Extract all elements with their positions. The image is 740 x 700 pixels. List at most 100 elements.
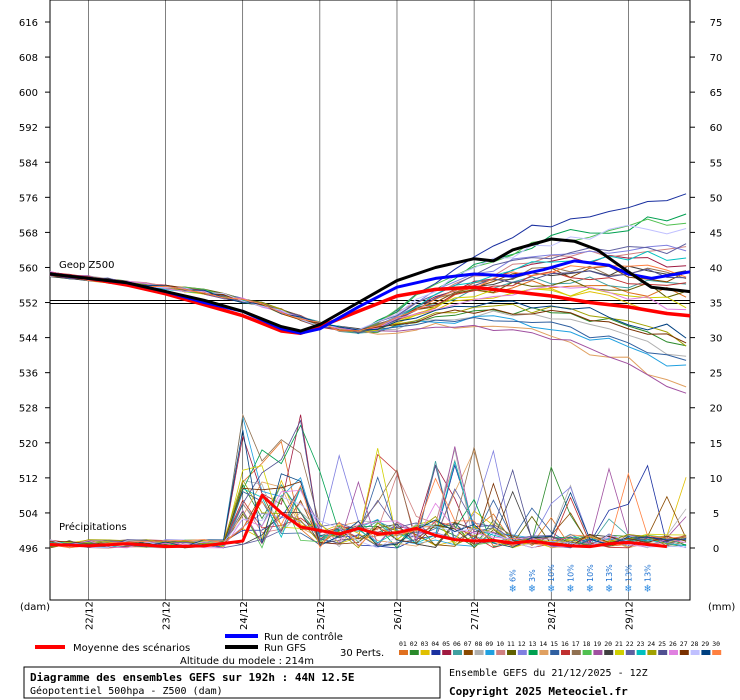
perturbation-geo-line (49, 264, 687, 332)
x-tick-label: 26/12 (393, 601, 404, 630)
series-line-run-gfs (49, 237, 691, 333)
pert-swatch (625, 650, 635, 655)
left-tick-label: 536 (19, 369, 38, 380)
snowflake-icon: ❄ (606, 582, 613, 595)
pert-swatch (669, 650, 678, 655)
x-tick-label: 29/12 (624, 601, 635, 630)
left-tick-label: 544 (19, 334, 38, 345)
snow-percentage-label: 3% (528, 569, 537, 582)
pert-swatch (679, 650, 689, 655)
pert-swatch (442, 650, 452, 655)
snow-percentage-label: 13% (605, 564, 614, 582)
title-box (23, 666, 441, 699)
pert-swatch (561, 650, 570, 655)
pert-swatch (550, 650, 560, 655)
snow-percentage-label: 10% (547, 564, 556, 582)
right-tick-label: 55 (710, 158, 723, 169)
pert-number: 14 (539, 640, 547, 648)
pert-number: 26 (669, 640, 677, 648)
pert-number: 15 (550, 640, 558, 648)
left-tick-label: 528 (19, 404, 38, 415)
x-tick-label: 22/12 (85, 601, 96, 630)
snow-percentage-label: 10% (586, 564, 595, 582)
pert-swatch (615, 650, 624, 655)
pert-number: 12 (518, 640, 526, 648)
pert-number: 13 (529, 640, 537, 648)
left-tick-label: 616 (19, 18, 38, 29)
left-tick-label: 504 (19, 509, 38, 520)
pert-number: 05 (442, 640, 450, 648)
right-tick-label: 70 (710, 53, 723, 64)
pert-number: 09 (485, 640, 493, 648)
pert-swatch (474, 650, 484, 655)
pert-swatch (712, 650, 722, 655)
pert-swatch (507, 650, 516, 655)
x-tick-label: 24/12 (239, 601, 250, 630)
series-line-mean-precip (49, 493, 668, 549)
perturbation-geo-line (49, 224, 687, 331)
legend-control-label: Run de contrôle (264, 631, 343, 643)
snowflake-icon: ❄ (509, 582, 516, 595)
series-line-moyenne-des-sc-narios (49, 272, 691, 335)
legend-mean-label: Moyenne des scénarios (73, 642, 190, 654)
right-tick-label: 15 (710, 439, 723, 450)
snow-probabilities: 6%❄3%❄10%❄10%❄10%❄13%❄13%❄13%❄ (509, 564, 653, 595)
x-tick-label: 28/12 (547, 601, 558, 630)
pert-number: 11 (507, 640, 515, 648)
snow-percentage-label: 13% (624, 564, 633, 582)
pert-number: 19 (593, 640, 601, 648)
diagram-subtitle: Géopotentiel 500hpa - Z500 (dam) (30, 685, 223, 697)
right-tick-label: 50 (710, 193, 723, 204)
pert-number: 23 (637, 640, 645, 648)
perturbation-precip-line (49, 429, 687, 548)
pert-number: 08 (475, 640, 483, 648)
right-tick-label: 75 (710, 18, 723, 29)
left-tick-label: 600 (19, 88, 38, 99)
pert-number: 02 (410, 640, 418, 648)
snowflake-icon: ❄ (644, 582, 651, 595)
pert-number: 20 (604, 640, 612, 648)
right-unit-label: (mm) (708, 602, 735, 613)
left-tick-label: 560 (19, 263, 38, 274)
snowflake-icon: ❄ (529, 582, 536, 595)
pert-number: 21 (615, 640, 623, 648)
left-tick-label: 592 (19, 123, 38, 134)
x-axis-ticks: 22/12 23/12 24/12 25/12 26/12 27/12 28/12 29/12 (85, 601, 636, 630)
right-tick-label: 10 (710, 474, 723, 485)
ensemble-run-label: Ensemble GEFS du 21/12/2025 - 12Z (449, 668, 648, 679)
pert-number: 25 (658, 640, 666, 648)
pert-number: 10 (496, 640, 504, 648)
geop-label: Geop Z500 (59, 260, 114, 271)
pert-number: 18 (583, 640, 591, 648)
left-tick-label: 552 (19, 299, 38, 310)
pert-swatch (463, 650, 473, 655)
pert-number: 01 (399, 640, 407, 648)
right-tick-label: 20 (710, 404, 723, 415)
right-tick-label: 45 (710, 228, 723, 239)
pert-number: 24 (647, 640, 655, 648)
x-tick-label: 23/12 (162, 601, 173, 630)
pert-swatch (690, 650, 700, 655)
main-series (49, 237, 691, 549)
legend-perts-label: 30 Perts. (340, 648, 384, 659)
pert-swatch (517, 650, 527, 655)
left-tick-label: 608 (19, 53, 38, 64)
snowflake-icon: ❄ (548, 582, 555, 595)
pert-number: 28 (691, 640, 699, 648)
right-tick-label: 40 (710, 263, 723, 274)
snow-percentage-label: 13% (644, 564, 653, 582)
pert-swatch (593, 650, 603, 655)
perturbation-precip-line (49, 419, 687, 549)
left-tick-label: 496 (19, 544, 38, 555)
pert-swatch (636, 650, 646, 655)
pert-swatch (604, 650, 614, 655)
pert-number: 04 (431, 640, 439, 648)
pert-swatch (399, 650, 408, 655)
left-tick-label: 584 (19, 158, 38, 169)
diagram-title: Diagramme des ensembles GEFS sur 192h : … (30, 671, 355, 684)
pert-number: 22 (626, 640, 634, 648)
right-tick-label: 30 (710, 334, 723, 345)
pert-number: 16 (561, 640, 569, 648)
altitude-label: Altitude du modele : 214m (180, 656, 314, 667)
